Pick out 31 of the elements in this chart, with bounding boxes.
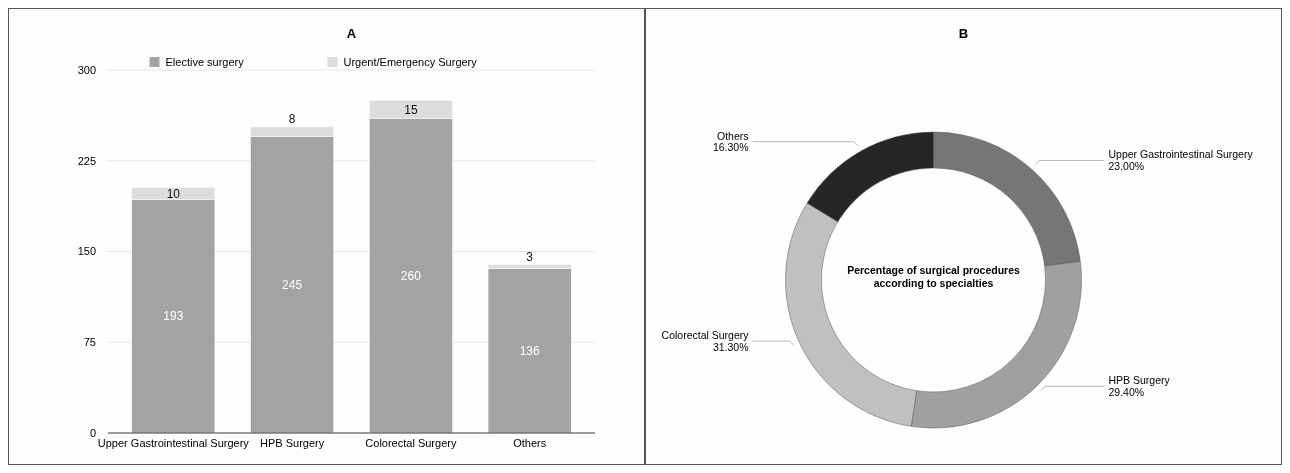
data-label: 260	[400, 268, 422, 283]
data-label: 136	[519, 343, 540, 358]
text: Percentage of surgical procedures according to specialties	[847, 264, 1021, 289]
y-tick-label: 75	[83, 336, 96, 349]
slice-label: Upper Gastrointestinal Surgery	[1108, 148, 1254, 161]
x-tick-label: Colorectal Surgery	[365, 437, 457, 449]
data-label: 16.30%	[712, 141, 749, 154]
x-tick-label: HPB Surgery	[260, 437, 325, 449]
data-label: 3	[526, 249, 534, 264]
data-label: 10	[166, 186, 181, 201]
data-label: 31.30%	[712, 340, 749, 353]
data-label: 8	[288, 111, 296, 126]
y-tick-label: 225	[77, 154, 96, 167]
slice-label: HPB Surgery	[1108, 374, 1171, 387]
slice-label: Colorectal Surgery	[661, 329, 750, 342]
data-label: 23.00%	[1108, 160, 1145, 173]
chart-title: B	[958, 26, 969, 41]
y-tick-label: 150	[77, 245, 96, 258]
x-tick-label: Others	[513, 437, 547, 449]
bar	[487, 268, 572, 434]
slice-label: Others	[716, 129, 749, 142]
data-label: 245	[282, 277, 303, 292]
y-tick-label: 300	[77, 63, 96, 76]
legend-label: Urgent/Emergency Surgery	[343, 56, 478, 68]
legend-label: Elective surgery	[165, 56, 245, 68]
data-label: 29.40%	[1108, 385, 1145, 398]
y-tick-label: 0	[89, 426, 96, 439]
data-label: 193	[163, 309, 184, 324]
chart-title: A	[346, 26, 357, 41]
x-tick-label: Upper Gastrointestinal Surgery	[97, 437, 250, 449]
data-label: 15	[404, 102, 418, 117]
